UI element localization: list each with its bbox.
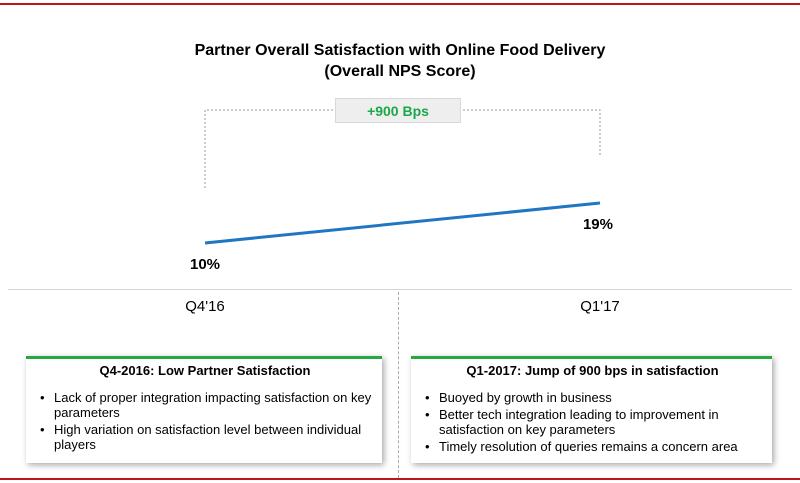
- category-label-q1-17: Q1'17: [580, 298, 620, 315]
- insight-card-q4-2016: Q4-2016: Low Partner Satisfaction • Lack …: [26, 356, 382, 463]
- category-label-q4-16: Q4'16: [185, 298, 225, 315]
- nps-series-line: [204, 201, 601, 245]
- card-bullet: • Buoyed by growth in business: [425, 390, 612, 405]
- bracket-path: [204, 109, 601, 188]
- card-bullet: • High variation on satisfaction level be…: [40, 422, 362, 452]
- data-label-q1-17: 19%: [583, 216, 613, 233]
- chart-subtitle: (Overall NPS Score): [324, 63, 476, 80]
- chart-title: Partner Overall Satisfaction with Online…: [194, 42, 606, 59]
- change-badge: +900 Bps: [335, 98, 461, 123]
- card-heading: Q1-2017: Jump of 900 bps in satisfaction: [466, 363, 719, 378]
- line-chart: 10% 19%: [190, 109, 613, 273]
- card-bullet: • Lack of proper integration impacting sa…: [40, 390, 372, 420]
- axis-separator: [8, 289, 792, 290]
- data-label-q4-16: 10%: [190, 256, 220, 273]
- bottom-rule: [0, 478, 800, 480]
- column-divider: [398, 292, 399, 478]
- insight-card-q1-2017: Q1-2017: Jump of 900 bps in satisfaction…: [411, 356, 772, 463]
- difference-bracket: [204, 109, 601, 188]
- card-bullet: • Timely resolution of queries remains a …: [425, 439, 738, 454]
- top-rule: [0, 3, 800, 5]
- card-heading: Q4-2016: Low Partner Satisfaction: [99, 363, 311, 378]
- card-bullet: • Better tech integration leading to impr…: [425, 407, 719, 437]
